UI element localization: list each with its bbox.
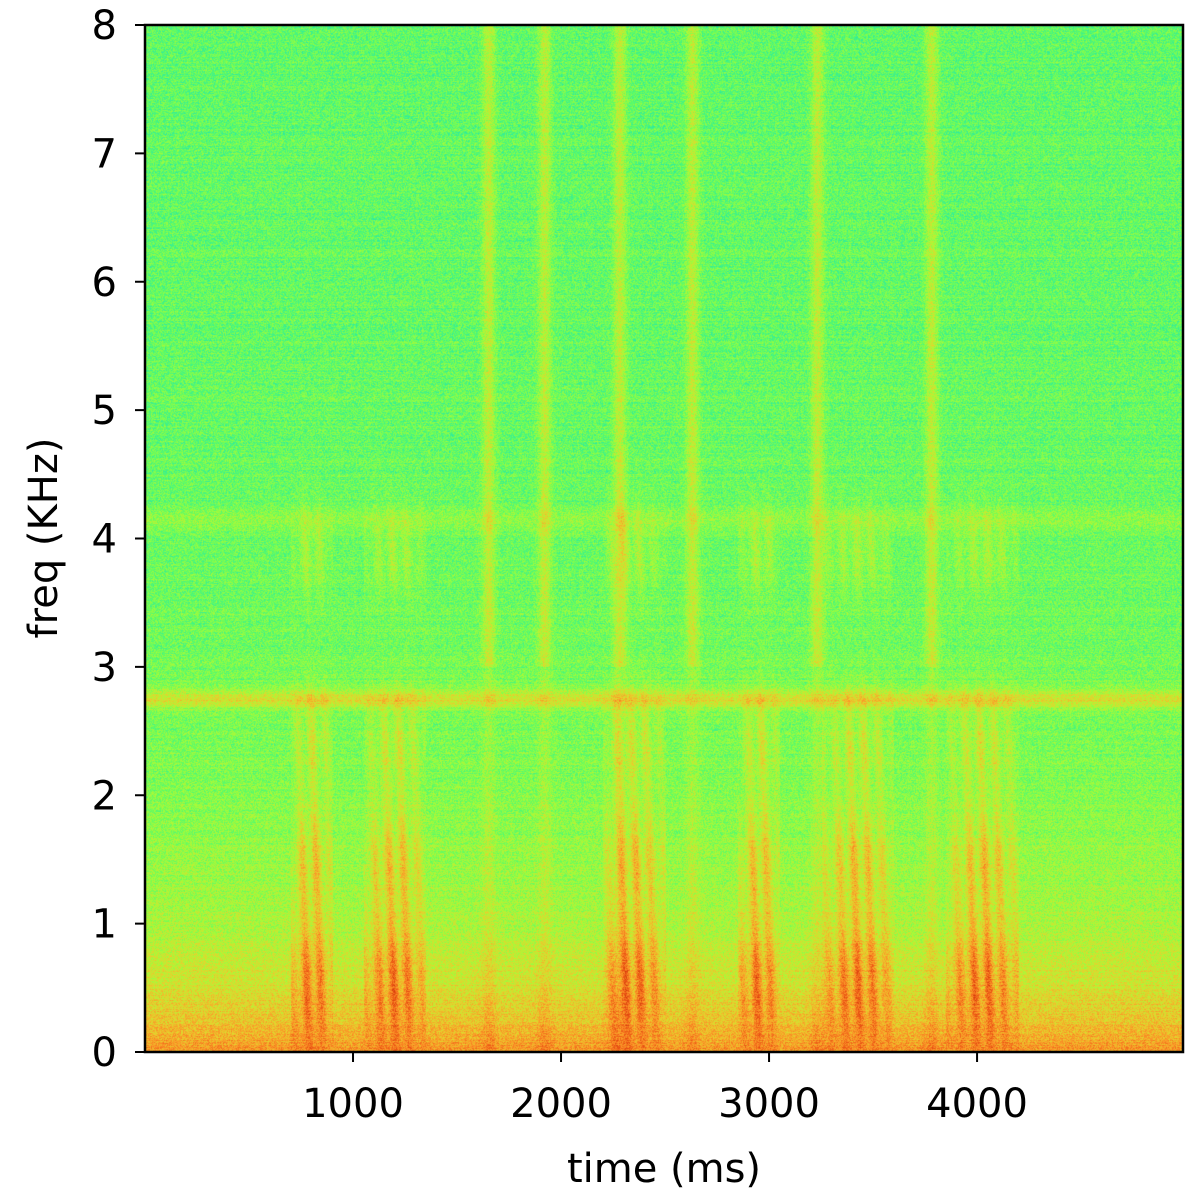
y-tick-label: 2	[92, 773, 117, 819]
plot-frame	[143, 23, 1185, 1054]
x-tick-label: 3000	[718, 1081, 820, 1127]
y-axis-label: freq (KHz)	[21, 438, 67, 639]
y-tick-label: 6	[92, 260, 117, 306]
spectrogram-image	[145, 25, 1183, 1052]
y-tick-label: 7	[92, 131, 117, 177]
y-tick-label: 0	[92, 1030, 117, 1076]
y-axis-ticks: 0 1 2 3 4 5 6 7 8	[92, 3, 145, 1076]
x-axis-label: time (ms)	[567, 1146, 761, 1192]
y-tick-label: 4	[92, 517, 117, 563]
y-tick-label: 3	[92, 645, 117, 691]
x-tick-label: 2000	[510, 1081, 612, 1127]
y-tick-label: 1	[92, 902, 117, 948]
y-tick-label: 5	[92, 388, 117, 434]
x-tick-label: 4000	[926, 1081, 1028, 1127]
x-axis-ticks: 1000 2000 3000 4000	[302, 1052, 1028, 1127]
y-tick-label: 8	[92, 3, 117, 49]
x-tick-label: 1000	[302, 1081, 404, 1127]
